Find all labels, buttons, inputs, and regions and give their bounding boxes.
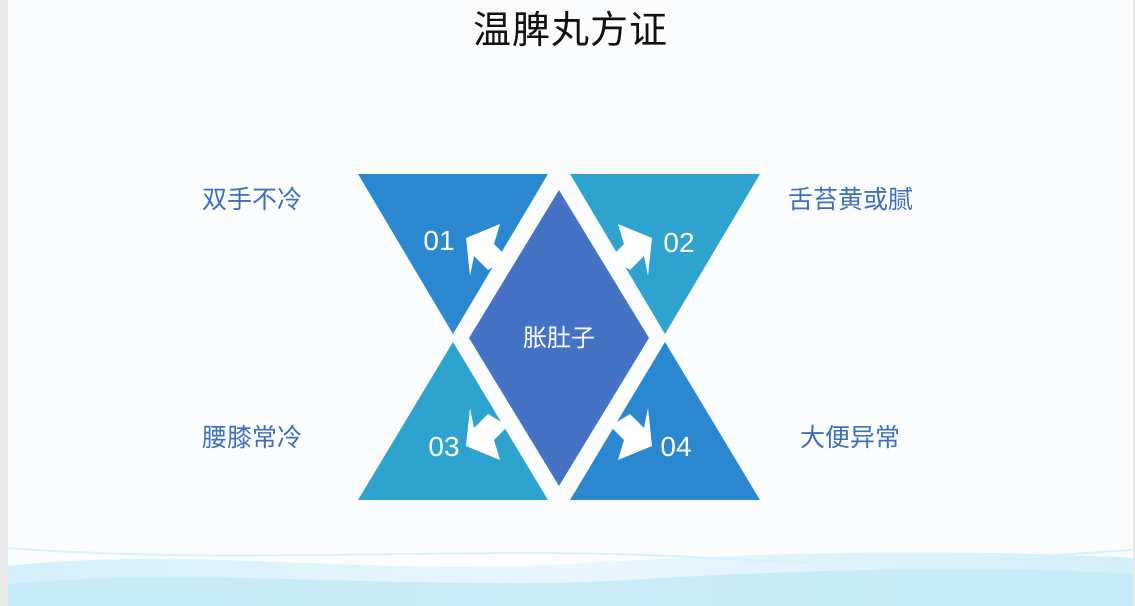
arrow-icon-02 [610, 224, 652, 276]
item-label-04: 大便异常 [800, 423, 901, 452]
item-number-04: 04 [660, 431, 691, 462]
item-number-03: 03 [428, 431, 459, 462]
item-label-01: 双手不冷 [202, 185, 303, 214]
item-number-01: 01 [423, 225, 454, 256]
arrow-icon-04 [610, 408, 652, 460]
arrow-icon-01 [466, 224, 508, 276]
triangle-02 [570, 174, 760, 334]
item-label-03: 腰膝常冷 [202, 423, 303, 452]
center-diamond [469, 190, 649, 486]
hourglass-diagram: 01 02 03 04 胀肚子 [358, 174, 760, 500]
arrow-icon-03 [466, 408, 508, 460]
center-label: 胀肚子 [523, 324, 595, 352]
triangle-03 [358, 342, 548, 500]
triangle-04 [570, 342, 760, 500]
triangle-01 [358, 174, 548, 334]
slide: 温脾丸方证 双手不冷 舌苔黄或腻 腰膝常冷 大便异常 01 02 03 04 胀… [8, 0, 1133, 606]
decorative-wave [8, 547, 1133, 606]
item-label-02: 舌苔黄或腻 [788, 185, 914, 214]
item-number-02: 02 [663, 227, 694, 258]
page-title: 温脾丸方证 [472, 8, 668, 52]
